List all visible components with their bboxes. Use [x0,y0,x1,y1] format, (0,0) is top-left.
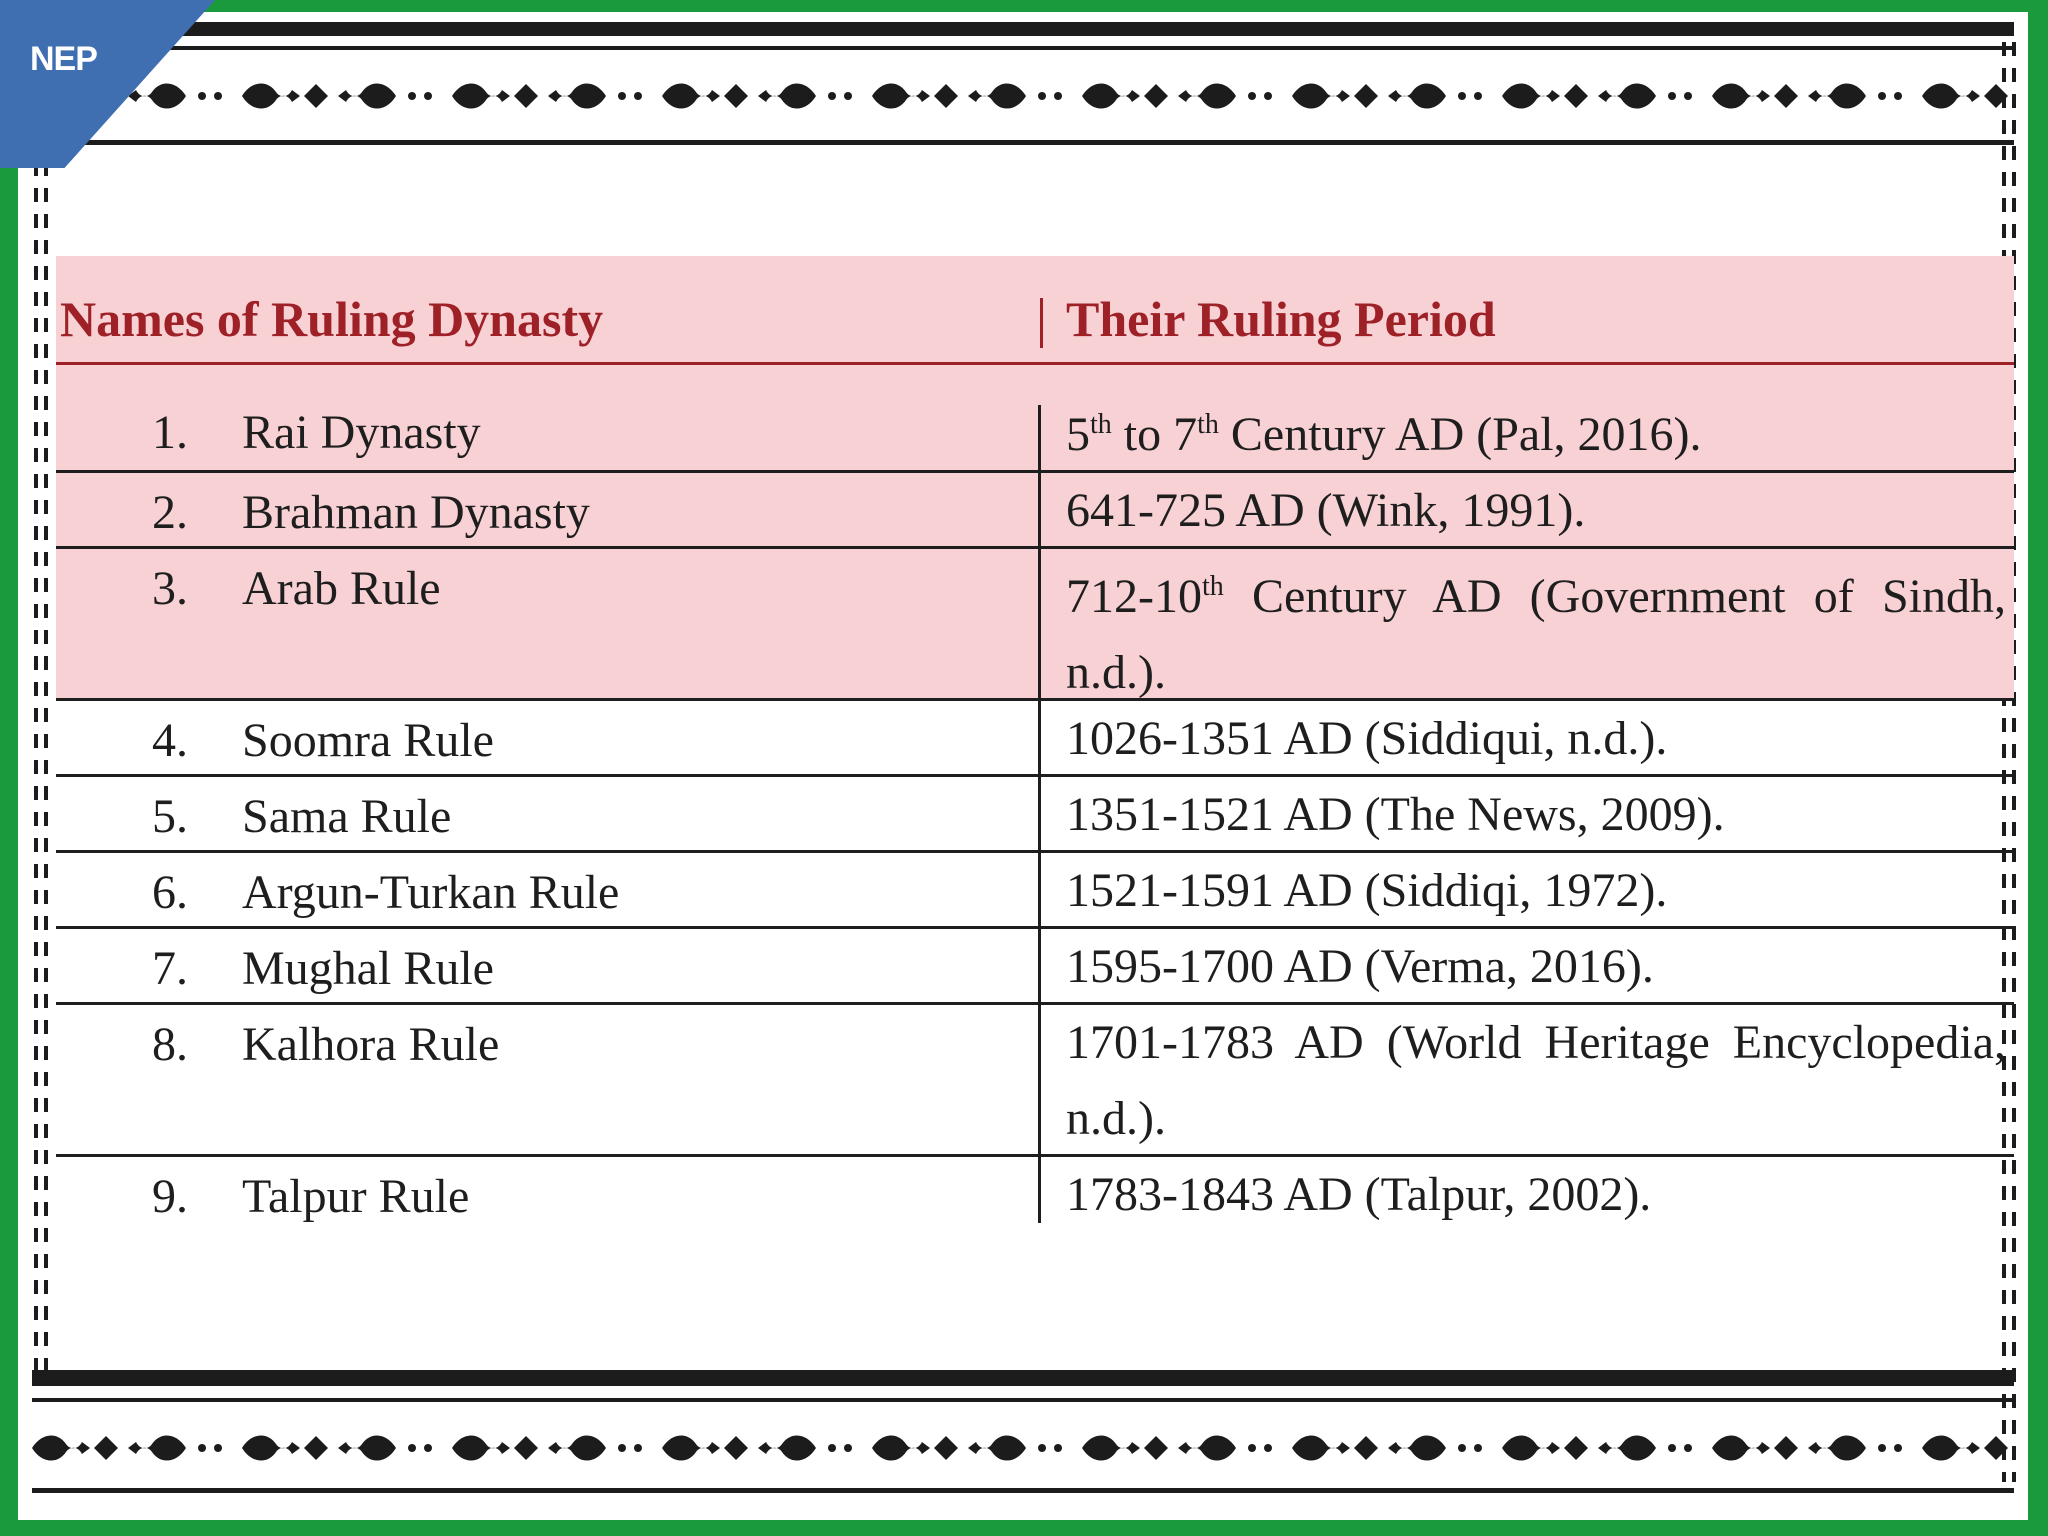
ruling-period: 712-10th Century AD (Government of Sindh… [1066,570,2006,699]
column-divider [1038,1005,1041,1157]
ruling-period: 1521-1591 AD (Siddiqi, 1972). [1066,864,1668,917]
header-divider [1040,298,1043,348]
row-divider [56,1002,2014,1005]
row-divider [56,774,2014,777]
nep-badge-label: NEP [30,40,98,78]
row-number: 8. [152,1018,188,1071]
dynasty-name: Kalhora Rule [242,1018,500,1071]
column-divider [1038,405,1041,473]
table-row: 5. Sama Rule 1351-1521 AD (The News, 200… [56,777,2014,853]
row-number: 9. [152,1170,188,1223]
dynasty-name: Sama Rule [242,790,452,843]
column-divider [1038,929,1041,1005]
column-divider [1038,777,1041,853]
column-divider [1038,853,1041,929]
table-row: 4. Soomra Rule 1026-1351 AD (Siddiqui, n… [56,701,2014,777]
table-header: Names of Ruling Dynasty Their Ruling Per… [56,256,2014,362]
ruling-period: 1351-1521 AD (The News, 2009). [1066,788,1725,841]
table-row: 2. Brahman Dynasty 641-725 AD (Wink, 199… [56,473,2014,549]
row-divider [56,546,2014,549]
ruling-period: 1595-1700 AD (Verma, 2016). [1066,940,1654,993]
dynasty-name: Arab Rule [242,562,441,615]
table-row: 3. Arab Rule 712-10th Century AD (Govern… [56,549,2014,701]
table-row: 9. Talpur Rule 1783-1843 AD (Talpur, 200… [56,1157,2014,1223]
scroll-ornament-icon [32,83,2012,109]
bottom-ornament-border [32,1370,2014,1500]
dynasty-name: Soomra Rule [242,714,494,767]
top-ornament-border [32,22,2014,152]
table-row: 8. Kalhora Rule 1701-1783 AD (World Heri… [56,1005,2014,1157]
table-row: 7. Mughal Rule 1595-1700 AD (Verma, 2016… [56,929,2014,1005]
row-number: 2. [152,486,188,539]
row-number: 3. [152,562,188,615]
row-number: 5. [152,790,188,843]
ruling-period: 5th to 7th Century AD (Pal, 2016). [1066,408,1702,461]
column-divider [1038,701,1041,777]
right-dashed-border [2002,42,2016,1482]
dynasty-name: Rai Dynasty [242,406,481,459]
row-number: 1. [152,406,188,459]
scroll-ornament-icon [32,1435,2012,1461]
table-row: 1. Rai Dynasty 5th to 7th Century AD (Pa… [56,365,2014,473]
row-divider [56,698,2014,701]
row-divider [56,1154,2014,1157]
row-number: 7. [152,942,188,995]
row-number: 6. [152,866,188,919]
row-divider [56,850,2014,853]
row-number: 4. [152,714,188,767]
dynasty-name: Mughal Rule [242,942,494,995]
table-row: 6. Argun-Turkan Rule 1521-1591 AD (Siddi… [56,853,2014,929]
left-dashed-border [34,162,48,1372]
header-underline [56,362,2014,365]
dynasty-name: Brahman Dynasty [242,486,590,539]
page: Names of Ruling Dynasty Their Ruling Per… [18,12,2028,1520]
header-period: Their Ruling Period [1066,291,1496,347]
dynasty-name: Talpur Rule [242,1170,470,1223]
column-divider [1038,549,1041,701]
dynasty-name: Argun-Turkan Rule [242,866,620,919]
ruling-period: 1026-1351 AD (Siddiqui, n.d.). [1066,712,1668,765]
ruling-period: 1701-1783 AD (World Heritage Encyclopedi… [1066,1016,2006,1145]
ruling-period: 1783-1843 AD (Talpur, 2002). [1066,1168,1652,1221]
row-divider [56,470,2014,473]
column-divider [1038,1157,1041,1223]
row-divider [56,926,2014,929]
ruling-period: 641-725 AD (Wink, 1991). [1066,484,1586,537]
header-dynasty: Names of Ruling Dynasty [60,291,604,347]
column-divider [1038,473,1041,549]
